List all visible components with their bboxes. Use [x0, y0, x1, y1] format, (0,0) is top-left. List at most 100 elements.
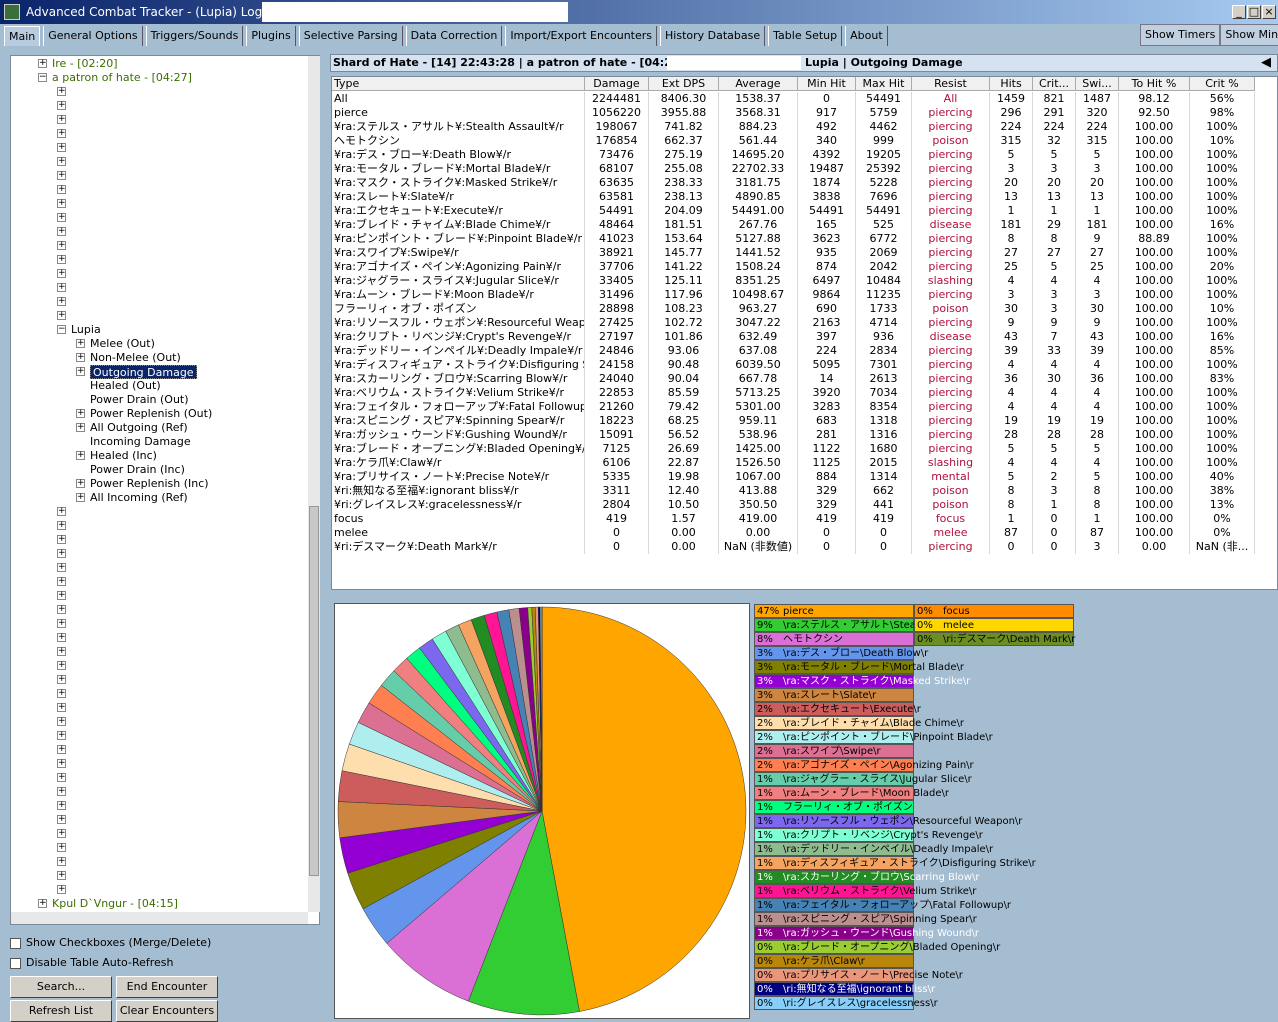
expander[interactable]: +: [57, 646, 66, 656]
expander[interactable]: +: [57, 156, 66, 166]
expander[interactable]: +: [57, 142, 66, 152]
expander[interactable]: +: [76, 366, 85, 376]
expander[interactable]: +: [38, 898, 47, 908]
tree-item[interactable]: Incoming Damage: [90, 435, 191, 448]
expander[interactable]: +: [57, 772, 66, 782]
expander[interactable]: +: [76, 422, 85, 432]
expander[interactable]: +: [57, 660, 66, 670]
expander[interactable]: +: [57, 674, 66, 684]
tab[interactable]: Main: [4, 26, 41, 46]
column-header[interactable]: Swi...: [1076, 77, 1119, 91]
expander[interactable]: +: [57, 758, 66, 768]
minimize-button[interactable]: _: [1232, 5, 1246, 19]
tree-item[interactable]: Power Replenish (Out): [90, 407, 213, 420]
checkbox[interactable]: [10, 937, 21, 949]
expander[interactable]: +: [76, 450, 85, 460]
expander[interactable]: +: [38, 58, 47, 68]
expander[interactable]: +: [57, 170, 66, 180]
expander[interactable]: +: [57, 632, 66, 642]
expander[interactable]: +: [76, 478, 85, 488]
expander[interactable]: +: [57, 114, 66, 124]
expander[interactable]: +: [57, 842, 66, 852]
tree-item[interactable]: All Outgoing (Ref): [90, 421, 188, 434]
expander[interactable]: +: [57, 730, 66, 740]
expander[interactable]: +: [57, 604, 66, 614]
expander[interactable]: −: [57, 324, 66, 334]
expander[interactable]: +: [57, 100, 66, 110]
column-header[interactable]: Type: [332, 77, 585, 91]
expander[interactable]: +: [57, 506, 66, 516]
expander[interactable]: +: [57, 534, 66, 544]
expander[interactable]: +: [57, 576, 66, 586]
button[interactable]: Clear Encounters: [116, 1000, 218, 1022]
expander[interactable]: +: [57, 856, 66, 866]
tree-item[interactable]: Ire - [02:20]: [52, 57, 118, 70]
tab[interactable]: Data Correction: [405, 26, 503, 46]
expander[interactable]: +: [57, 128, 66, 138]
column-header[interactable]: Max Hit: [856, 77, 912, 91]
column-header[interactable]: Damage: [585, 77, 649, 91]
expander[interactable]: +: [76, 338, 85, 348]
expander[interactable]: +: [57, 744, 66, 754]
tree-item[interactable]: Outgoing Damage: [90, 365, 197, 379]
expander[interactable]: +: [57, 702, 66, 712]
close-button[interactable]: ×: [1262, 5, 1276, 19]
tree-item[interactable]: Healed (Out): [90, 379, 161, 392]
column-header[interactable]: Ext DPS: [649, 77, 719, 91]
tab[interactable]: Table Setup: [768, 26, 843, 46]
expander[interactable]: −: [38, 72, 47, 82]
back-arrow[interactable]: ◀: [1261, 55, 1271, 70]
expander[interactable]: +: [57, 800, 66, 810]
tab[interactable]: Selective Parsing: [298, 26, 403, 46]
tree-item[interactable]: a patron of hate - [04:27]: [52, 71, 192, 84]
expander[interactable]: +: [57, 226, 66, 236]
expander[interactable]: +: [57, 268, 66, 278]
tree-item[interactable]: Lupia: [71, 323, 101, 336]
expander[interactable]: +: [57, 184, 66, 194]
expander[interactable]: +: [57, 310, 66, 320]
expander[interactable]: +: [57, 884, 66, 894]
column-header[interactable]: Crit...: [1033, 77, 1076, 91]
column-header[interactable]: Average: [719, 77, 798, 91]
tree-item[interactable]: All Incoming (Ref): [90, 491, 188, 504]
expander[interactable]: +: [76, 492, 85, 502]
maximize-button[interactable]: □: [1247, 5, 1261, 19]
tab[interactable]: Import/Export Encounters: [505, 26, 658, 46]
expander[interactable]: +: [57, 86, 66, 96]
expander[interactable]: +: [57, 254, 66, 264]
expander[interactable]: +: [57, 870, 66, 880]
expander[interactable]: +: [76, 352, 85, 362]
tree-item[interactable]: Power Drain (Out): [90, 393, 189, 406]
column-header[interactable]: Resist: [912, 77, 990, 91]
expander[interactable]: +: [57, 814, 66, 824]
top-button[interactable]: Show Mini: [1220, 24, 1278, 46]
expander[interactable]: +: [57, 786, 66, 796]
button[interactable]: End Encounter: [116, 976, 218, 998]
tree-item[interactable]: Healed (Inc): [90, 449, 157, 462]
top-button[interactable]: Show Timers: [1140, 24, 1221, 46]
tree-item[interactable]: Power Drain (Inc): [90, 463, 185, 476]
column-header[interactable]: To Hit %: [1119, 77, 1190, 91]
expander[interactable]: +: [57, 296, 66, 306]
tree-item[interactable]: Melee (Out): [90, 337, 155, 350]
button[interactable]: Refresh List: [10, 1000, 112, 1022]
expander[interactable]: +: [57, 520, 66, 530]
column-header[interactable]: Crit %: [1190, 77, 1255, 91]
tree-item[interactable]: Non-Melee (Out): [90, 351, 181, 364]
column-header[interactable]: Min Hit: [798, 77, 856, 91]
column-header[interactable]: Hits: [990, 77, 1033, 91]
expander[interactable]: +: [57, 562, 66, 572]
expander[interactable]: +: [57, 548, 66, 558]
expander[interactable]: +: [57, 688, 66, 698]
tree-item[interactable]: Power Replenish (Inc): [90, 477, 209, 490]
tab[interactable]: General Options: [43, 26, 143, 46]
expander[interactable]: +: [57, 590, 66, 600]
expander[interactable]: +: [57, 828, 66, 838]
expander[interactable]: +: [57, 716, 66, 726]
checkbox[interactable]: [10, 957, 21, 969]
expander[interactable]: +: [57, 212, 66, 222]
expander[interactable]: +: [57, 282, 66, 292]
expander[interactable]: +: [76, 408, 85, 418]
expander[interactable]: +: [57, 240, 66, 250]
tree-item[interactable]: Kpul D`Vngur - [04:15]: [52, 897, 178, 910]
